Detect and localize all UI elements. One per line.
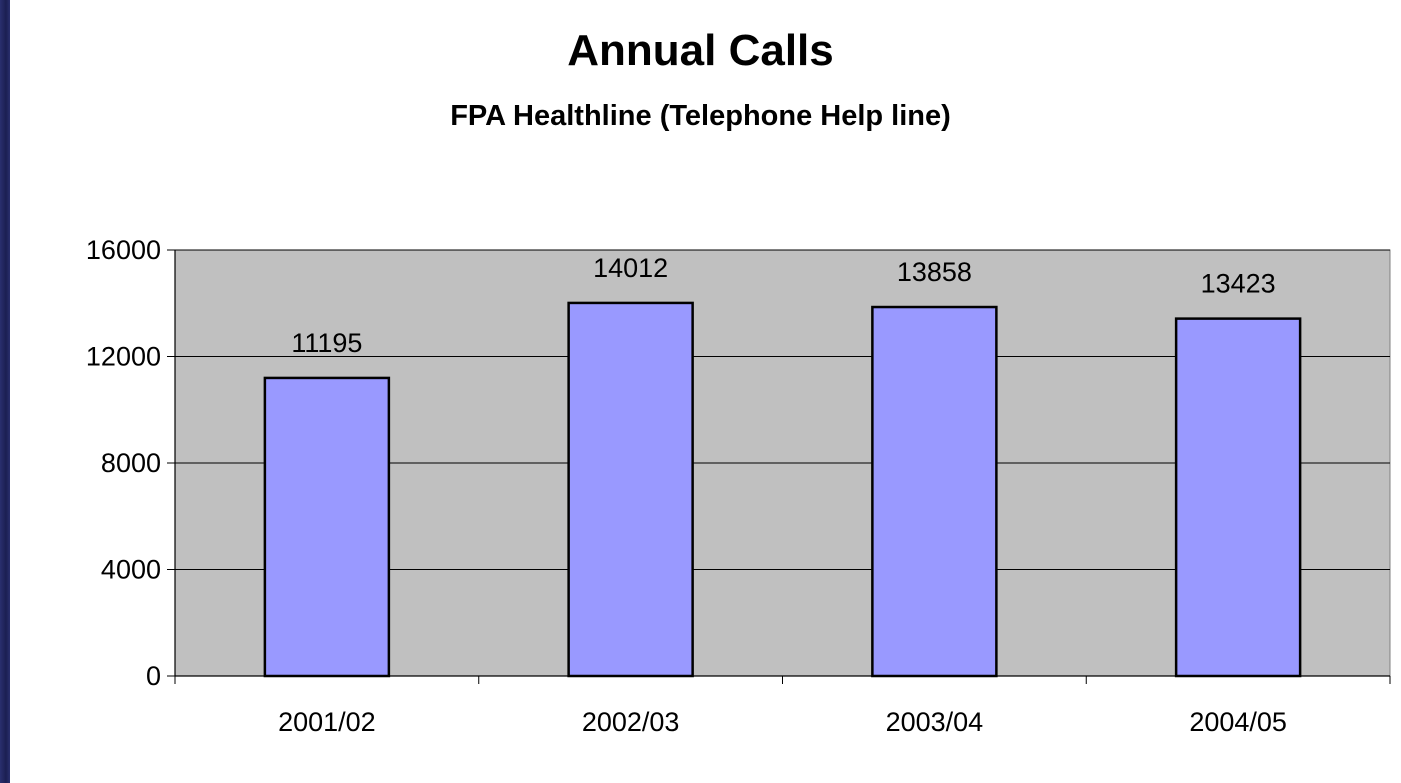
x-tick-label: 2004/05 bbox=[1189, 707, 1287, 737]
bar-2004-05 bbox=[1174, 317, 1302, 678]
y-tick-labels: 0 4000 8000 12000 16000 bbox=[86, 235, 161, 691]
bar-2001-02 bbox=[263, 376, 391, 678]
x-tick-label: 2003/04 bbox=[886, 707, 984, 737]
x-tick-label: 2002/03 bbox=[582, 707, 680, 737]
data-label: 11195 bbox=[291, 328, 362, 358]
x-tick-label: 2001/02 bbox=[278, 707, 376, 737]
bars bbox=[263, 301, 1302, 678]
y-tick-label: 0 bbox=[146, 661, 161, 691]
y-tick-label: 4000 bbox=[101, 555, 161, 585]
bar-2003-04 bbox=[871, 305, 998, 678]
chart-title: Annual Calls bbox=[567, 26, 834, 75]
y-tick-label: 12000 bbox=[86, 342, 161, 372]
data-label: 13858 bbox=[897, 257, 972, 287]
x-tick-labels: 2001/02 2002/03 2003/04 2004/05 bbox=[278, 707, 1287, 737]
bar-2002-03 bbox=[567, 301, 694, 678]
y-tick-label: 16000 bbox=[86, 235, 161, 265]
y-tick-label: 8000 bbox=[101, 448, 161, 478]
data-labels: 11195 14012 13858 13423 bbox=[291, 253, 1275, 358]
axes bbox=[167, 249, 1391, 684]
chart-subtitle: FPA Healthline (Telephone Help line) bbox=[450, 100, 951, 132]
data-label: 13423 bbox=[1201, 269, 1276, 299]
data-label: 14012 bbox=[593, 253, 668, 283]
